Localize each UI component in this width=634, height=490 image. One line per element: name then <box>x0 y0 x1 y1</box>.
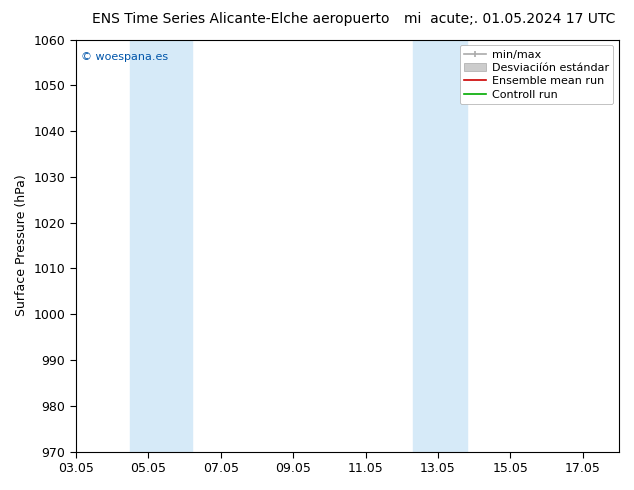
Text: ENS Time Series Alicante-Elche aeropuerto: ENS Time Series Alicante-Elche aeropuert… <box>92 12 390 26</box>
Y-axis label: Surface Pressure (hPa): Surface Pressure (hPa) <box>15 175 28 317</box>
Bar <box>413 40 467 452</box>
Text: mi  acute;. 01.05.2024 17 UTC: mi acute;. 01.05.2024 17 UTC <box>404 12 615 26</box>
Legend: min/max, Desviaciíón estándar, Ensemble mean run, Controll run: min/max, Desviaciíón estándar, Ensemble … <box>460 45 614 104</box>
Text: © woespana.es: © woespana.es <box>81 52 169 62</box>
Bar <box>130 40 191 452</box>
